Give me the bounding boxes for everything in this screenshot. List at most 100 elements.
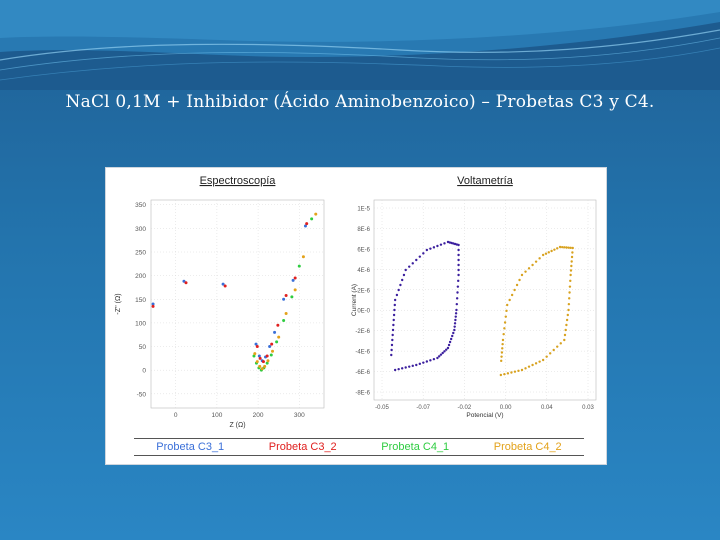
right-point-s0-2-2 — [439, 353, 443, 356]
left-point-s3-p10 — [301, 255, 305, 259]
right-xtick-label: -0.07 — [416, 405, 430, 411]
right-point-s1-6-2 — [567, 246, 570, 249]
right-point-s0-0-0 — [393, 368, 397, 372]
right-point-s1-9-1 — [518, 278, 521, 282]
right-point-s0-2-4 — [443, 350, 446, 353]
left-point-s1-p9 — [284, 293, 288, 297]
right-point-s1-2-1 — [545, 355, 548, 358]
left-point-s1-p2 — [223, 284, 227, 288]
left-point-s0-p8 — [273, 330, 277, 334]
right-point-s1-9-2 — [515, 283, 519, 287]
left-point-s3-p6 — [271, 349, 275, 353]
right-point-s1-6-3 — [565, 246, 568, 249]
left-point-s2-p5 — [265, 361, 269, 365]
right-point-s0-10-5 — [395, 293, 399, 297]
left-point-s3-p11 — [314, 212, 318, 216]
right-point-s1-7-5 — [544, 252, 548, 255]
left-xtick-label: 100 — [211, 412, 222, 419]
right-point-s0-9-2 — [418, 255, 422, 258]
right-point-s1-11-4 — [500, 355, 503, 358]
right-point-s0-12-4 — [390, 348, 393, 352]
left-ytick-label: 250 — [135, 250, 146, 257]
right-xaxis-label: Potencial (V) — [466, 412, 503, 419]
right-point-s0-9-0 — [425, 248, 429, 252]
right-chart-title: Voltametría — [457, 175, 514, 187]
left-point-s2-p11 — [310, 217, 314, 221]
left-point-s1-p10 — [293, 276, 297, 280]
right-point-s0-12-2 — [391, 338, 394, 342]
right-point-s1-4-3 — [568, 291, 571, 294]
left-point-s3-p4 — [263, 364, 267, 368]
right-point-s0-11-4 — [392, 318, 395, 322]
right-point-s0-6-2 — [457, 263, 460, 267]
right-point-s0-8-5 — [429, 247, 432, 250]
right-point-s0-0-4 — [408, 365, 411, 368]
left-point-s2-p8 — [282, 319, 286, 323]
left-ytick-label: 0 — [142, 368, 146, 375]
left-point-s0-p11 — [303, 224, 307, 228]
left-point-s0-p9 — [282, 297, 286, 301]
right-point-s0-8-0 — [446, 240, 450, 244]
legend-entry-c4-1: Probeta C4_1 — [381, 441, 450, 453]
right-point-s0-9-5 — [408, 265, 411, 268]
right-point-s0-5-3 — [456, 291, 459, 294]
right-point-s1-7-1 — [556, 247, 559, 250]
right-point-s1-10-4 — [503, 327, 506, 330]
right-point-s0-6-0 — [457, 273, 460, 277]
right-point-s1-0-3 — [510, 371, 513, 374]
left-point-s0-p3 — [254, 342, 258, 346]
right-point-s1-2-0 — [541, 358, 545, 362]
right-ytick-label: 2E-6 — [357, 288, 370, 294]
right-point-s0-5-4 — [456, 285, 460, 288]
right-ytick-label: -2E-6 — [355, 329, 370, 335]
left-plot-area — [150, 199, 325, 409]
right-xtick-label: 0.00 — [500, 405, 512, 411]
left-yaxis-label: -Z'' (Ω) — [115, 293, 122, 314]
right-point-s1-9-0 — [520, 273, 524, 277]
right-point-s0-1-3 — [425, 360, 429, 363]
right-point-s1-11-1 — [501, 342, 504, 346]
legend-entry-c4-2: Probeta C4_2 — [493, 441, 562, 453]
right-point-s1-10-0 — [506, 303, 509, 307]
right-point-s0-11-5 — [392, 323, 395, 327]
left-ytick-label: 50 — [139, 344, 147, 351]
right-point-s0-4-3 — [454, 318, 457, 322]
left-point-s3-p8 — [284, 311, 288, 315]
right-ytick-label: 4E-6 — [357, 268, 370, 274]
right-point-s0-3-5 — [452, 331, 455, 335]
right-point-s0-3-4 — [451, 334, 454, 338]
right-point-s0-2-3 — [441, 351, 444, 355]
right-point-s1-0-2 — [506, 372, 510, 375]
right-point-s0-0-2 — [400, 367, 404, 370]
right-point-s0-8-4 — [432, 246, 436, 249]
right-point-s0-4-1 — [453, 325, 456, 328]
right-point-s1-2-4 — [556, 345, 559, 348]
left-xtick-label: 200 — [253, 412, 264, 419]
right-point-s0-1-0 — [415, 363, 418, 367]
left-chart-title: Espectroscopía — [200, 175, 277, 187]
right-point-s1-8-0 — [541, 253, 545, 257]
right-point-s0-5-5 — [457, 279, 460, 283]
right-point-s0-9-4 — [411, 262, 414, 265]
right-point-s0-4-2 — [453, 322, 457, 325]
right-point-s1-7-4 — [547, 251, 550, 254]
left-point-s1-p0 — [151, 304, 155, 308]
right-point-s0-11-1 — [393, 303, 396, 307]
right-point-s1-4-4 — [568, 285, 572, 288]
right-point-s1-3-4 — [565, 318, 569, 322]
right-point-s0-12-1 — [391, 333, 394, 337]
right-point-s0-10-4 — [397, 288, 400, 292]
left-point-s1-p7 — [270, 342, 274, 346]
right-ytick-label: 0E-0 — [357, 309, 370, 315]
left-point-s1-p11 — [305, 222, 309, 226]
left-point-s2-p10 — [297, 264, 301, 268]
right-point-s1-8-2 — [534, 260, 538, 263]
right-point-s1-9-3 — [513, 288, 516, 292]
right-point-s1-9-5 — [508, 298, 511, 302]
left-point-s0-p10 — [291, 278, 295, 282]
charts-svg: Espectroscopía 350 300 250 200 150 100 50 0 -50 0 1… — [115, 175, 597, 429]
right-plot-area — [373, 199, 597, 401]
right-point-s0-12-0 — [391, 328, 395, 332]
right-point-s0-2-0 — [436, 356, 439, 360]
left-xtick-label: 300 — [294, 412, 305, 419]
